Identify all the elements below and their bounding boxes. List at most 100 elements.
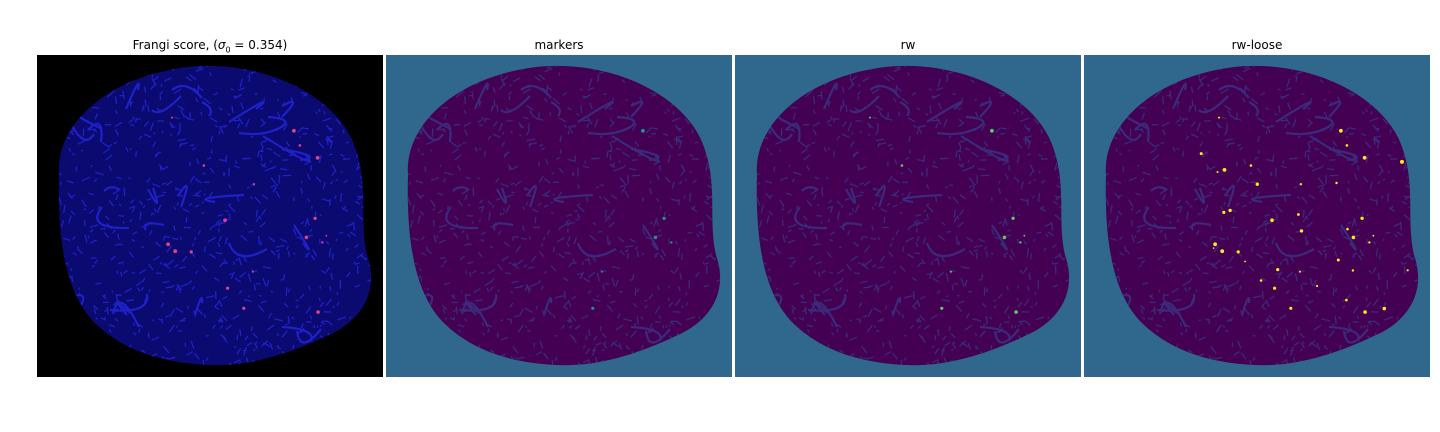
- vessel-speckle: [539, 340, 544, 349]
- vessel-speckle: [933, 258, 939, 261]
- vessel-speckle: [142, 205, 146, 208]
- vessel-curve: [587, 125, 633, 136]
- vessel-speckle: [135, 280, 144, 287]
- highlight-dot: [171, 116, 173, 119]
- vessel-speckle: [411, 237, 420, 242]
- vessel-speckle: [959, 194, 967, 200]
- vessel-speckle: [898, 111, 901, 116]
- vessel-speckle: [576, 203, 581, 207]
- vessel-speckle: [1347, 180, 1350, 184]
- vessel-speckle: [1150, 308, 1156, 313]
- vessel-speckle: [266, 324, 275, 331]
- vessel-speckle: [480, 271, 485, 275]
- vessel-speckle: [110, 255, 117, 261]
- vessel-speckle: [1066, 264, 1070, 269]
- vessel-speckle: [322, 181, 326, 189]
- vessel-speckle: [830, 231, 836, 236]
- vessel-speckle: [955, 304, 963, 312]
- vessel-curve: [262, 135, 311, 162]
- vessel-speckle: [764, 180, 773, 184]
- vessel-speckle: [841, 120, 848, 127]
- vessel-speckle: [651, 132, 657, 135]
- highlight-dot: [1368, 241, 1371, 244]
- vessel-speckle: [861, 345, 868, 354]
- vessel-speckle: [466, 261, 474, 265]
- vessel-speckle: [689, 170, 692, 174]
- vessel-speckle: [1359, 248, 1365, 257]
- vessel-speckle: [1198, 78, 1204, 86]
- vessel-speckle: [1187, 286, 1192, 291]
- highlight-dot: [1228, 208, 1232, 213]
- vessel-speckle: [998, 323, 1002, 328]
- vessel-speckle: [1244, 66, 1249, 69]
- vessel-speckle: [179, 236, 183, 240]
- vessel-speckle: [80, 149, 84, 152]
- vessel-speckle: [228, 272, 234, 276]
- vessel-speckle: [604, 341, 607, 344]
- vessel-speckle: [1403, 253, 1411, 259]
- vessel-speckle: [213, 92, 219, 96]
- vessel-speckle: [1280, 95, 1286, 99]
- vessel-speckle: [827, 206, 833, 209]
- vessel-speckle: [520, 237, 528, 240]
- vessel-speckle: [609, 118, 614, 123]
- vessel-speckle: [1307, 148, 1311, 152]
- vessel-speckle: [542, 352, 549, 360]
- vessel-speckle: [915, 221, 921, 227]
- vessel-speckle: [591, 346, 596, 356]
- vessel-speckle: [1375, 248, 1379, 257]
- vessel-speckle: [356, 162, 360, 171]
- vessel-speckle: [457, 165, 462, 171]
- vessel-speckle: [958, 121, 965, 128]
- vessel-speckle: [586, 123, 590, 128]
- vessel-speckle: [676, 135, 684, 139]
- vessel-speckle: [500, 183, 510, 188]
- vessel-speckle: [1020, 117, 1030, 122]
- vessel-speckle: [563, 306, 569, 311]
- vessel-speckle: [1188, 349, 1193, 354]
- vessel-curve: [902, 193, 943, 204]
- vessel-speckle: [908, 135, 912, 143]
- highlight-dot: [1299, 229, 1304, 233]
- vessel-speckle: [770, 251, 776, 256]
- vessel-speckle: [676, 127, 682, 130]
- vessel-speckle: [789, 264, 793, 268]
- vessel-speckle: [173, 225, 176, 231]
- vessel-speckle: [1137, 164, 1140, 168]
- vessel-speckle: [957, 150, 962, 153]
- vessel-speckle: [1024, 136, 1027, 146]
- vessel-speckle: [949, 360, 954, 363]
- vessel-speckle: [1275, 213, 1278, 220]
- vessel-speckle: [880, 208, 888, 213]
- vessel-speckle: [228, 362, 237, 366]
- vessel-speckle: [321, 269, 326, 275]
- vessel-speckle: [129, 206, 135, 209]
- vessel-speckle: [937, 78, 942, 88]
- vessel-curve: [87, 122, 103, 143]
- vessel-speckle: [250, 135, 254, 139]
- vessel-speckle: [812, 96, 816, 105]
- vessel-speckle: [991, 252, 994, 255]
- vessel-speckle: [1378, 170, 1383, 177]
- vessel-speckle: [641, 228, 646, 236]
- vessel-speckle: [1308, 340, 1316, 347]
- vessel-speckle: [275, 249, 280, 253]
- vessel-speckle: [1136, 229, 1141, 233]
- vessel-speckle: [1304, 236, 1307, 246]
- vessel-speckle: [491, 105, 494, 109]
- vessel-speckle: [692, 179, 697, 184]
- vessel-curve: [785, 122, 801, 143]
- vessel-speckle: [209, 226, 213, 231]
- vessel-speckle: [502, 75, 508, 81]
- vessel-speckle: [568, 325, 573, 329]
- vessel-speckle: [906, 191, 912, 198]
- vessel-speckle: [636, 288, 640, 293]
- vessel-speckle: [417, 215, 421, 224]
- vessel-speckle: [958, 118, 963, 123]
- vessel-speckle: [329, 180, 334, 185]
- vessel-speckle: [826, 177, 829, 180]
- vessel-speckle: [1296, 71, 1303, 75]
- vessel-speckle: [957, 221, 964, 228]
- vessel-speckle: [1415, 264, 1419, 269]
- vessel-speckle: [140, 245, 145, 249]
